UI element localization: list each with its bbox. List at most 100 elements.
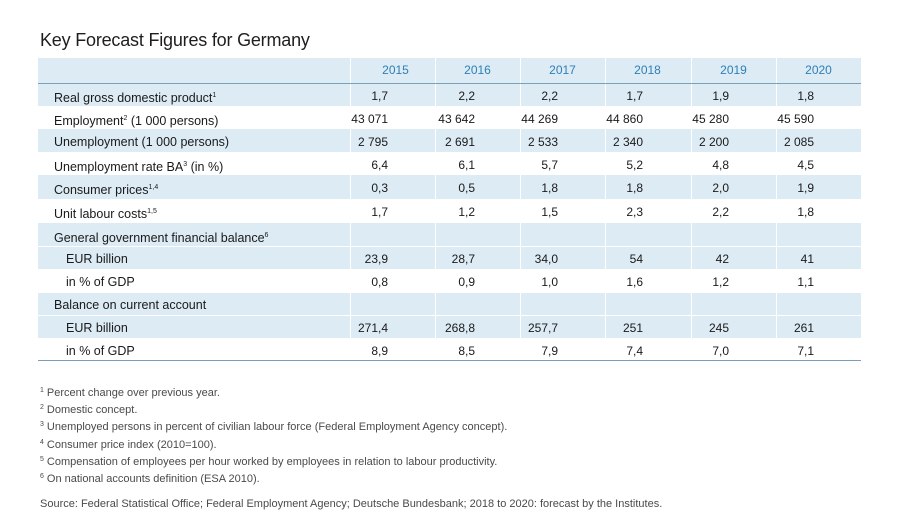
table-cell-2018: 5,2 <box>626 157 643 172</box>
row-divider-1 <box>38 152 861 153</box>
table-cell-2018: 2 340 <box>612 134 643 149</box>
table-title: Key Forecast Figures for Germany <box>40 30 310 50</box>
table-cell-2015: 23,9 <box>364 251 388 266</box>
footnote-number: 6 <box>40 473 44 480</box>
footnote-2: 2 Domestic concept. <box>40 401 137 417</box>
row-label-text: Balance on current account <box>54 298 207 312</box>
table-cell-2020: 1,8 <box>797 88 814 103</box>
column-divider-4 <box>691 58 692 361</box>
table-cell-2017: 5,7 <box>541 157 558 172</box>
row-divider-4 <box>38 269 861 270</box>
footnote-text: On national accounts definition (ESA 201… <box>46 473 260 485</box>
column-divider-2 <box>520 58 521 361</box>
footnote-5: 5 Compensation of employees per hour work… <box>40 453 497 469</box>
footnote-ref: 1,4 <box>148 184 159 191</box>
table-cell-2016: 8,5 <box>458 343 475 358</box>
row-label-text: in % of GDP <box>66 275 135 289</box>
table-cell-2015: 6,4 <box>371 157 388 172</box>
footnote-number: 2 <box>40 404 44 411</box>
table-cell-2020: 1,8 <box>797 205 814 219</box>
row-label-text: EUR billion <box>66 320 128 335</box>
table-cell-2019: 1,9 <box>712 88 729 103</box>
table-cell-2019: 2,2 <box>712 205 729 219</box>
table-cell-2020: 261 <box>793 320 814 335</box>
footnote-number: 5 <box>40 456 44 463</box>
column-divider-5 <box>776 58 777 361</box>
table-cell-2015: 43 071 <box>351 111 388 126</box>
footnote-text: Unemployed persons in percent of civilia… <box>46 421 508 433</box>
table-cell-2017: 1,0 <box>541 275 558 289</box>
table-cell-2020: 1,1 <box>797 275 814 289</box>
table-cell-2019: 7,0 <box>712 343 729 358</box>
row-divider-0 <box>38 106 861 107</box>
row-label-text: EUR billion <box>66 251 128 266</box>
row-label: Real gross domestic product1 <box>54 88 216 106</box>
row-label: EUR billion <box>66 251 128 267</box>
column-header-2019: 2019 <box>720 63 747 77</box>
table-cell-2019: 2,0 <box>712 181 729 195</box>
table-cell-2018: 7,4 <box>626 343 643 358</box>
row-label-text: Unemployment rate BA <box>54 159 184 174</box>
table-cell-2016: 43 642 <box>438 111 475 126</box>
table-cell-2020: 1,9 <box>797 181 814 195</box>
table-cell-2016: 2,2 <box>458 88 475 103</box>
table-cell-2019: 2 200 <box>698 134 729 149</box>
row-label: Unit labour costs1,5 <box>54 204 157 222</box>
table-cell-2015: 0,3 <box>371 181 388 195</box>
table-cell-2016: 0,5 <box>458 181 475 195</box>
table-cell-2017: 7,9 <box>541 343 558 358</box>
table-cell-2017: 34,0 <box>534 251 558 266</box>
row-label: Unemployment (1 000 persons) <box>54 134 229 150</box>
table-cell-2019: 4,8 <box>712 157 729 172</box>
table-cell-2019: 42 <box>715 251 729 266</box>
row-label: in % of GDP <box>66 274 135 290</box>
footnote-1: 1 Percent change over previous year. <box>40 384 220 400</box>
table-band-1 <box>38 83 861 106</box>
table-cell-2017: 2 533 <box>527 134 558 149</box>
table-cell-2020: 2 085 <box>783 134 814 149</box>
table-band-3 <box>38 175 861 199</box>
header-rule <box>38 83 861 84</box>
bottom-rule <box>38 360 861 361</box>
footnote-ref: 1,5 <box>147 208 157 215</box>
table-cell-2015: 0,8 <box>371 275 388 289</box>
footnote-3: 3 Unemployed persons in percent of civili… <box>40 418 507 434</box>
table-cell-2018: 44 860 <box>606 111 643 126</box>
table-cell-2016: 268,8 <box>444 320 475 335</box>
column-header-2017: 2017 <box>549 63 576 77</box>
footnote-ref: 6 <box>264 231 269 239</box>
table-cell-2015: 271,4 <box>357 320 388 335</box>
row-label: Consumer prices1,4 <box>54 180 158 198</box>
table-cell-2019: 45 280 <box>692 111 729 126</box>
table-cell-2015: 2 795 <box>357 134 388 149</box>
row-label: Balance on current account <box>54 297 206 313</box>
footnote-number: 4 <box>40 439 44 446</box>
table-cell-2015: 1,7 <box>371 205 388 219</box>
column-divider-0 <box>350 58 351 361</box>
row-label-text: Unit labour costs <box>54 207 148 221</box>
table-cell-2016: 28,7 <box>451 251 475 266</box>
table-band-2 <box>38 129 861 152</box>
row-label: EUR billion <box>66 320 128 336</box>
table-cell-2018: 2,3 <box>626 205 643 219</box>
footnote-6: 6 On national accounts definition (ESA 20… <box>40 470 260 486</box>
footnote-text: Compensation of employees per hour worke… <box>46 456 498 468</box>
row-label-text: General government financial balance <box>54 230 265 245</box>
footnote-4: 4 Consumer price index (2010=100). <box>40 436 217 452</box>
row-divider-5 <box>38 315 861 316</box>
table-cell-2017: 257,7 <box>527 320 558 335</box>
row-divider-3 <box>38 246 861 247</box>
table-cell-2020: 4,5 <box>797 157 814 172</box>
table-cell-2017: 1,5 <box>541 205 558 219</box>
row-label: Unemployment rate BA3 (in %) <box>54 157 223 175</box>
table-cell-2017: 1,8 <box>541 181 558 195</box>
footnote-ref: 1 <box>212 91 217 99</box>
footnote-text: Consumer price index (2010=100). <box>46 439 217 451</box>
table-cell-2020: 41 <box>800 251 814 266</box>
table-cell-2018: 251 <box>622 320 643 335</box>
row-divider-2 <box>38 199 861 200</box>
table-cell-2019: 245 <box>708 320 729 335</box>
table-cell-2016: 1,2 <box>458 205 475 219</box>
footnote-number: 1 <box>40 387 44 394</box>
table-cell-2020: 45 590 <box>777 111 814 126</box>
